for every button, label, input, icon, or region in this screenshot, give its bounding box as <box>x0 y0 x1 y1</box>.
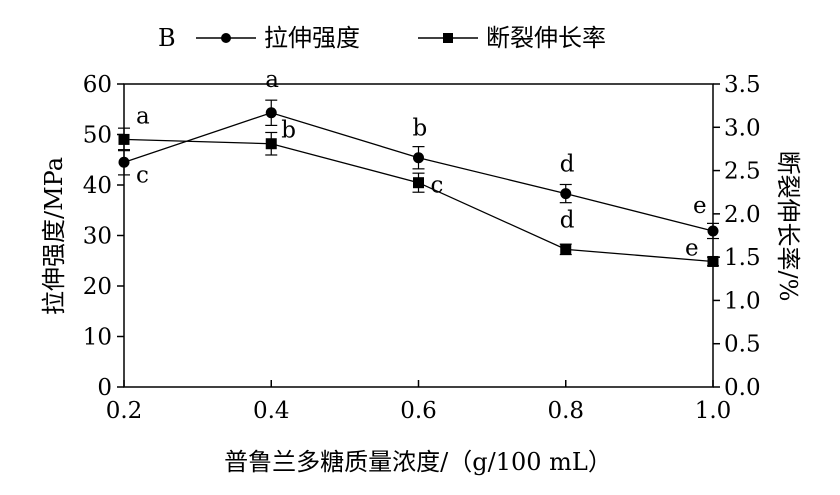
y-right-tick-label: 3.5 <box>724 72 761 98</box>
y-left-tick-label: 10 <box>83 325 112 351</box>
data-point-circle <box>560 188 572 200</box>
significance-label: a <box>265 67 279 93</box>
data-point-circle <box>265 107 277 119</box>
y-right-axis-title: 断裂伸长率/% <box>774 151 802 302</box>
y-right-axis: 0.0 0.5 1.0 1.5 2.0 2.5 3.0 3.5 <box>713 72 761 401</box>
significance-label: c <box>136 162 149 188</box>
y-right-tick-label: 0.0 <box>724 375 761 401</box>
y-left-tick-label: 20 <box>83 274 112 300</box>
significance-label: a <box>136 103 150 129</box>
y-left-axis-title: 拉伸强度/MPa <box>40 157 68 315</box>
legend-label-tensile: 拉伸强度 <box>264 24 360 52</box>
panel-label: B <box>158 24 176 52</box>
data-point-square <box>265 138 277 150</box>
y-right-tick-label: 3.0 <box>724 115 761 141</box>
data-point-square <box>707 255 719 267</box>
significance-label: b <box>281 118 296 144</box>
y-right-tick-label: 0.5 <box>724 332 761 358</box>
x-tick-label: 0.2 <box>106 398 143 424</box>
x-tick-label: 1.0 <box>695 398 732 424</box>
significance-label: c <box>431 173 444 199</box>
y-left-axis: 0 10 20 30 40 50 60 <box>83 72 124 401</box>
data-point-circle <box>413 152 424 164</box>
data-point-square <box>118 133 130 145</box>
x-tick-label: 0.8 <box>547 398 584 424</box>
data-point-circle <box>707 225 719 237</box>
y-left-tick-label: 60 <box>83 72 112 98</box>
y-left-tick-label: 0 <box>97 375 112 401</box>
x-tick-label: 0.4 <box>253 398 290 424</box>
legend: 拉伸强度 断裂伸长率 <box>196 24 606 52</box>
significance-label: b <box>413 116 428 142</box>
y-right-tick-label: 2.5 <box>724 159 761 185</box>
data-point-square <box>560 243 572 255</box>
legend-circle-marker <box>221 33 231 43</box>
y-right-tick-label: 1.0 <box>724 288 761 314</box>
significance-label: e <box>685 235 699 261</box>
significance-label: d <box>560 152 575 178</box>
y-right-tick-label: 2.0 <box>724 202 761 228</box>
legend-square-marker <box>443 33 453 43</box>
significance-label: e <box>693 193 707 219</box>
y-left-tick-label: 30 <box>83 224 112 250</box>
x-axis: 0.2 0.4 0.6 0.8 1.0 <box>106 380 732 424</box>
legend-label-elongation: 断裂伸长率 <box>486 24 606 52</box>
data-point-square <box>413 177 424 189</box>
y-right-tick-label: 1.5 <box>724 245 761 271</box>
x-tick-label: 0.6 <box>400 398 437 424</box>
y-left-tick-label: 40 <box>83 173 112 199</box>
y-left-tick-label: 50 <box>83 123 112 149</box>
significance-label: d <box>560 207 575 233</box>
x-axis-title: 普鲁兰多糖质量浓度/（g/100 mL） <box>224 448 612 476</box>
data-point-circle <box>118 156 130 168</box>
